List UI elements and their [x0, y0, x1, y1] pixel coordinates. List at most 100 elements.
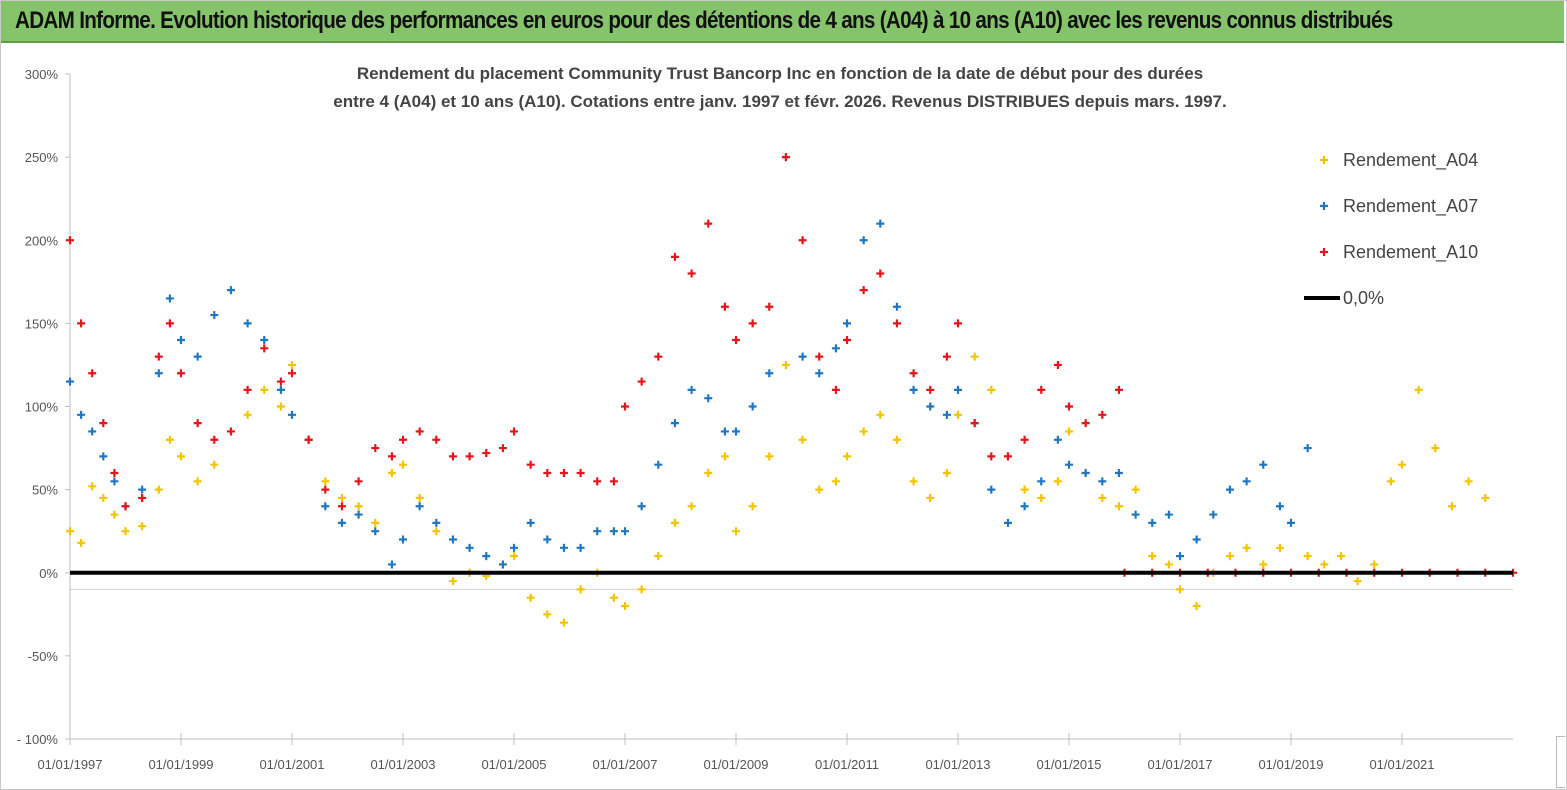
data-point	[482, 552, 491, 561]
data-point	[909, 385, 918, 394]
data-point	[448, 577, 457, 586]
data-point	[1192, 602, 1201, 610]
data-point	[415, 502, 424, 511]
data-point	[815, 485, 824, 494]
scroll-tab[interactable]	[1556, 736, 1565, 788]
data-point	[1303, 444, 1312, 453]
data-point	[260, 344, 269, 353]
data-point	[843, 452, 851, 461]
data-point	[110, 469, 119, 477]
data-point	[337, 493, 346, 502]
data-point	[1081, 469, 1090, 477]
header-banner: ADAM Informe. Evolution historique des p…	[1, 1, 1564, 43]
data-point	[387, 560, 396, 569]
data-point	[732, 336, 740, 344]
data-point	[637, 502, 646, 511]
x-tick-label: 01/01/2009	[703, 757, 768, 772]
data-point	[88, 427, 97, 436]
data-point	[781, 360, 790, 369]
data-point	[1447, 502, 1456, 511]
data-point	[1131, 485, 1140, 494]
data-point	[510, 552, 518, 561]
data-point	[1370, 560, 1379, 569]
data-point	[970, 419, 979, 428]
data-point	[165, 319, 174, 328]
legend-label: Rendement_A10	[1343, 242, 1478, 263]
data-point	[1098, 493, 1107, 502]
banner-title: ADAM Informe. Evolution historique des p…	[15, 7, 1393, 34]
data-point	[781, 153, 790, 162]
y-tick-label: 200%	[25, 233, 59, 248]
data-point	[121, 527, 130, 536]
data-point	[354, 502, 363, 511]
data-point	[77, 538, 86, 547]
legend-marker	[1320, 156, 1328, 164]
data-point	[543, 610, 552, 619]
data-point	[321, 485, 330, 494]
data-point	[687, 385, 696, 394]
data-point	[654, 552, 663, 561]
data-point	[732, 427, 740, 436]
data-point	[732, 527, 740, 536]
x-tick-label: 01/01/2005	[481, 757, 546, 772]
data-point	[831, 344, 840, 353]
legend-marker	[1320, 202, 1328, 210]
data-point	[1303, 552, 1312, 561]
data-point	[720, 302, 729, 311]
data-point	[154, 485, 163, 494]
x-tick-label: 01/01/2019	[1258, 757, 1323, 772]
x-tick-label: 01/01/2017	[1147, 757, 1212, 772]
data-point	[432, 435, 441, 444]
data-point	[1275, 543, 1284, 552]
data-point	[559, 543, 568, 552]
data-point	[831, 477, 840, 486]
points-layer	[66, 153, 1517, 627]
data-point	[288, 369, 296, 378]
data-point	[815, 352, 824, 361]
data-point	[177, 369, 185, 378]
data-point	[954, 319, 962, 328]
data-point	[1081, 419, 1090, 428]
y-tick-label: 50%	[32, 483, 58, 498]
data-point	[654, 460, 663, 469]
data-point	[99, 493, 108, 502]
x-tick-label: 01/01/2013	[925, 757, 990, 772]
data-point	[1464, 477, 1473, 486]
data-point	[288, 410, 296, 419]
data-point	[621, 602, 629, 610]
data-point	[576, 585, 585, 594]
data-point	[1065, 402, 1073, 411]
data-point	[210, 311, 219, 320]
data-point	[276, 377, 285, 386]
data-point	[843, 319, 851, 328]
x-tick-label: 01/01/1999	[148, 757, 213, 772]
y-tick-label: 250%	[25, 150, 59, 165]
data-point	[1053, 477, 1062, 486]
data-point	[942, 469, 951, 477]
legend-label: Rendement_A04	[1343, 150, 1478, 171]
data-point	[720, 452, 729, 461]
data-point	[399, 535, 407, 544]
data-point	[465, 452, 474, 461]
data-point	[1065, 427, 1073, 436]
data-point	[909, 369, 918, 378]
x-tick-label: 01/01/2001	[259, 757, 324, 772]
data-point	[1020, 502, 1029, 511]
y-tick-label: - 100%	[17, 732, 59, 747]
data-point	[1242, 477, 1251, 486]
data-point	[1020, 485, 1029, 494]
y-tick-label: 100%	[25, 400, 59, 415]
data-point	[243, 385, 252, 394]
data-point	[110, 477, 119, 486]
data-point	[765, 369, 774, 378]
data-point	[687, 502, 696, 511]
data-point	[88, 369, 97, 378]
data-point	[859, 427, 868, 436]
data-point	[1114, 502, 1123, 511]
data-point	[1259, 560, 1268, 569]
data-point	[448, 452, 457, 461]
data-point	[892, 302, 901, 311]
x-tick-label: 01/01/2003	[370, 757, 435, 772]
x-tick-label: 01/01/2011	[815, 757, 879, 772]
data-point	[621, 527, 629, 536]
